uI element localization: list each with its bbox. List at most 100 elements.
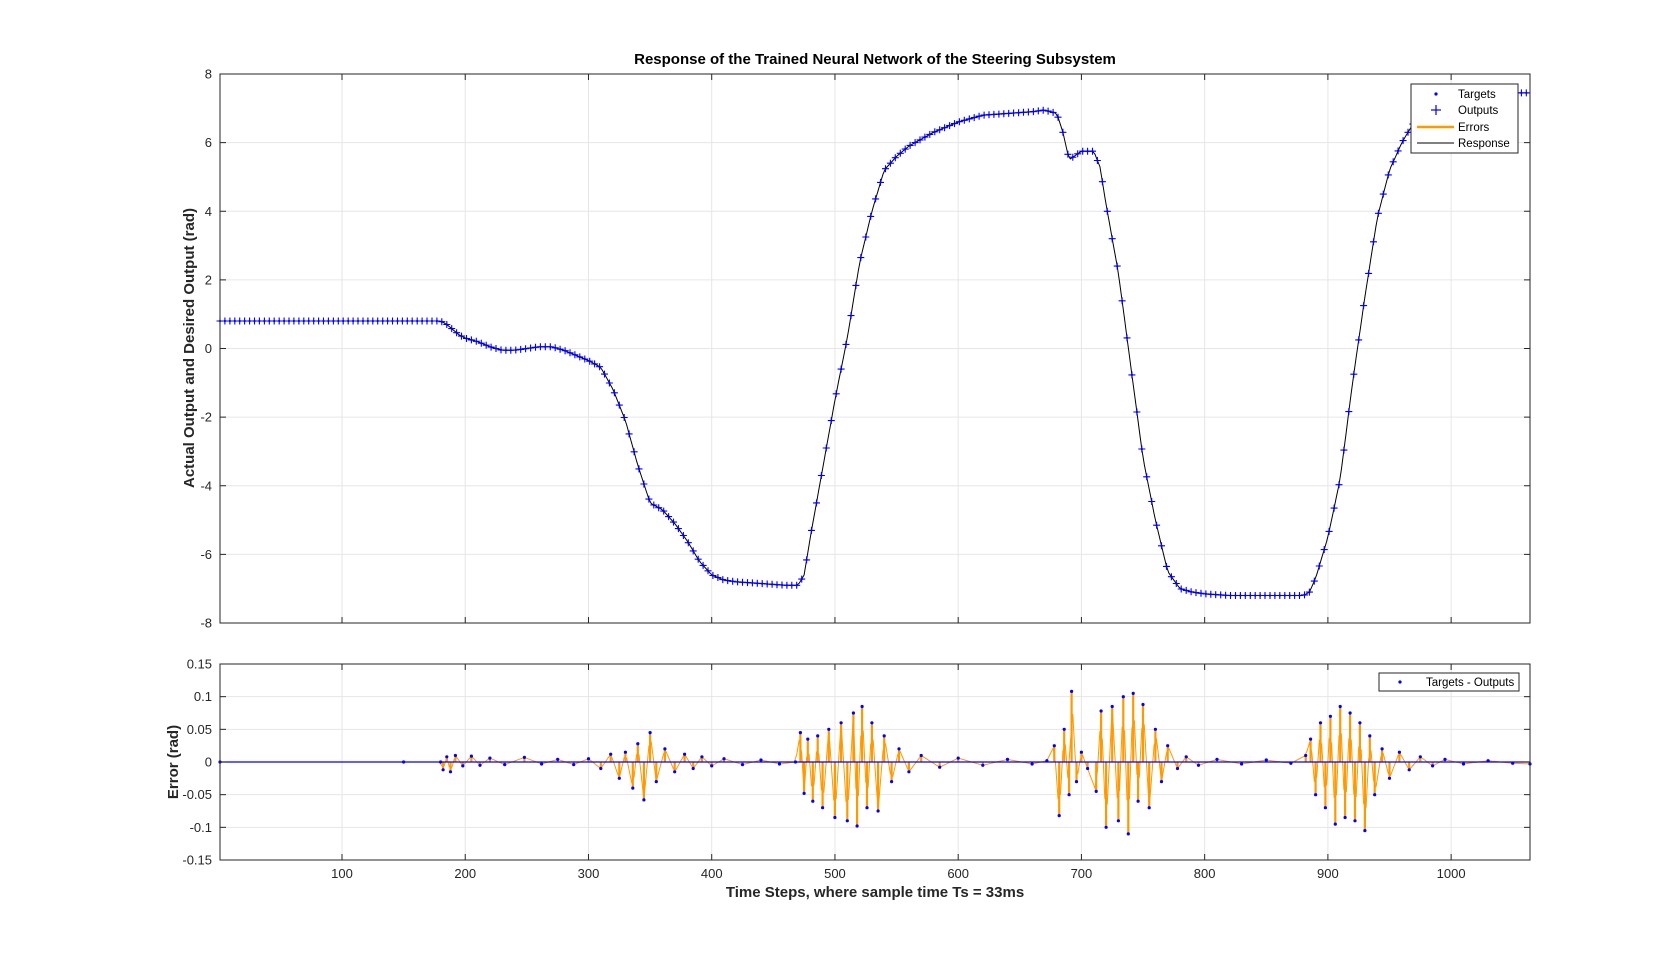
bottom-x-tick-label: 900 [1317, 866, 1339, 881]
target-point [1209, 593, 1212, 596]
bottom-legend-box [1378, 672, 1520, 692]
error-point [938, 765, 942, 769]
target-point [652, 503, 655, 507]
error-point [1407, 768, 1411, 772]
bottom-y-axis-label: Error (rad) [165, 725, 182, 799]
target-point [1175, 582, 1178, 585]
error-point [1153, 727, 1157, 731]
target-point [386, 319, 389, 323]
target-point [973, 116, 976, 119]
error-point [642, 798, 646, 802]
error-point [1380, 747, 1384, 751]
error-point [806, 737, 810, 741]
target-point [1224, 594, 1227, 597]
legend-errors-label: Errors [1458, 122, 1490, 134]
target-point [1254, 594, 1257, 597]
error-point [1314, 793, 1318, 797]
error-point [1030, 762, 1034, 766]
error-point [609, 752, 613, 756]
target-point [1406, 131, 1410, 134]
error-point [623, 750, 628, 754]
target-point [706, 569, 710, 572]
target-point [780, 583, 784, 587]
error-point [1005, 757, 1010, 762]
error-point [821, 806, 825, 810]
target-point [1288, 594, 1291, 597]
target-point [1520, 91, 1523, 94]
target-point [366, 319, 369, 323]
error-point [1431, 764, 1435, 768]
target-point [568, 351, 572, 354]
error-point [851, 711, 856, 715]
target-point [1017, 111, 1020, 114]
error-point [503, 763, 507, 767]
target-point [396, 319, 399, 323]
target-point [578, 355, 581, 358]
top-y-tick-label: -8 [200, 616, 212, 631]
target-point [445, 323, 448, 326]
target-point [1185, 589, 1188, 592]
target-point [1056, 116, 1060, 119]
target-point [790, 584, 793, 587]
error-point [956, 756, 960, 760]
error-point [798, 731, 803, 735]
target-point [1273, 594, 1276, 597]
target-point [573, 353, 577, 356]
target-point [1145, 475, 1148, 478]
target-point [1204, 592, 1207, 596]
target-point [761, 582, 764, 585]
target-point [283, 319, 286, 323]
target-point [869, 215, 872, 218]
error-point [636, 742, 640, 746]
bottom-x-tick-label: 200 [454, 866, 476, 881]
target-point [918, 138, 922, 141]
error-point [1099, 709, 1103, 713]
target-point [702, 564, 705, 567]
target-point [273, 319, 276, 323]
target-point [1328, 530, 1331, 533]
error-point [1131, 691, 1135, 696]
target-point [1052, 111, 1055, 114]
target-point [1387, 173, 1390, 176]
error-point [890, 780, 894, 784]
target-point [628, 432, 631, 435]
bottom-y-tick-label: -0.15 [182, 853, 212, 868]
target-point [1027, 110, 1030, 114]
target-point [978, 115, 981, 118]
error-point [811, 799, 815, 803]
bottom-x-tick-label: 1000 [1437, 866, 1466, 881]
target-point [1278, 594, 1281, 597]
error-point [478, 763, 482, 767]
target-point [1130, 373, 1133, 376]
target-point [1007, 112, 1010, 115]
target-point [1239, 594, 1242, 597]
target-point [721, 578, 724, 581]
target-point [1081, 150, 1084, 153]
target-point [411, 319, 414, 323]
target-point [835, 392, 838, 395]
target-point [766, 582, 769, 586]
target-point [263, 319, 266, 323]
target-point [519, 348, 522, 351]
target-point [228, 319, 231, 323]
target-point [894, 156, 897, 159]
target-point [987, 113, 991, 116]
target-point [1135, 410, 1138, 414]
target-point [1249, 594, 1252, 597]
target-point [1140, 447, 1143, 451]
target-point [1402, 139, 1405, 142]
target-point [588, 360, 591, 363]
error-point [453, 753, 457, 758]
target-point [554, 346, 557, 349]
error-point [1175, 766, 1180, 771]
target-point [1096, 159, 1099, 162]
target-point [1323, 548, 1326, 551]
error-point [793, 760, 798, 764]
target-point [756, 582, 759, 585]
error-point [1443, 757, 1447, 762]
target-point [509, 349, 512, 352]
top-axes: -8 -6 -4 -2 0 2 4 6 8 Actual Output and Desired … [181, 67, 1531, 631]
legend-errors-point-marker [1398, 680, 1402, 684]
target-point [475, 340, 478, 343]
